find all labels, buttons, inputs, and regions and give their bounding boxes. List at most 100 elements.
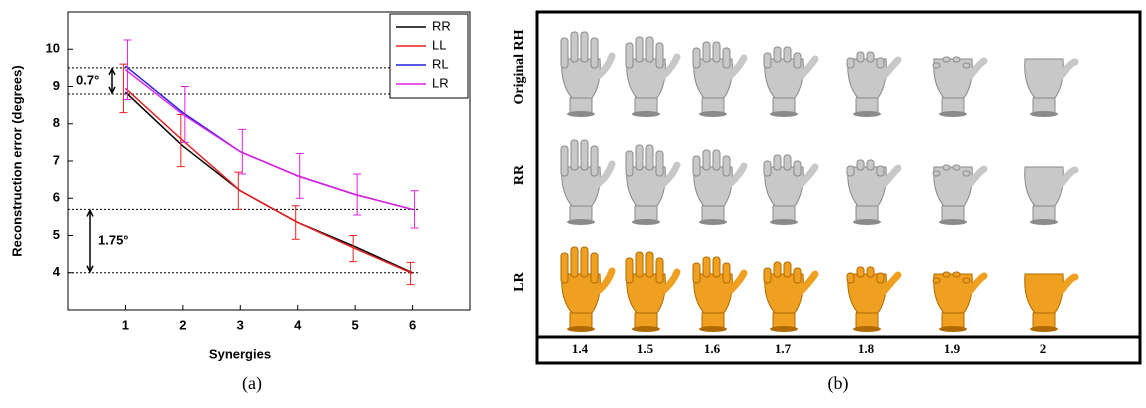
hand-base [939,111,967,117]
hand-finger [636,37,643,62]
hand-finger [713,257,720,277]
legend-label: LR [432,75,449,90]
hand-finger [723,263,730,283]
x-axis-label: Synergies [209,346,271,361]
hand-finger [571,140,578,170]
y-tick-label: 8 [53,115,60,130]
column-label: 1.6 [704,341,721,356]
hand-finger [774,262,781,277]
x-tick-label: 1 [122,317,129,332]
hand-finger [933,278,940,283]
hand-finger [561,38,568,68]
hand-image [847,267,898,332]
hand-finger [703,257,710,277]
y-tick-label: 10 [46,41,60,56]
hand-base [632,326,660,332]
hand-finger [943,165,950,170]
hand-finger [591,253,598,283]
hand-finger [933,171,940,176]
hand-image [626,252,677,332]
hand-base [567,219,595,225]
line-series [125,66,412,209]
hand-finger [626,258,633,283]
y-tick-label: 9 [53,78,60,93]
hand-base [699,326,727,332]
hand-finger [656,43,663,68]
hand-base [853,326,881,332]
hand-finger [794,53,801,68]
line-series [125,70,412,210]
hand-finger [784,155,791,170]
hand-finger [626,43,633,68]
hand-finger [847,273,854,283]
hand-finger [953,272,960,277]
hand-finger [784,262,791,277]
row-label: LR [512,271,527,291]
hand-finger [646,145,653,170]
legend-label: RL [432,56,449,71]
hand-finger [591,38,598,68]
hand-base [853,219,881,225]
line-series [125,92,412,273]
hand-base [699,111,727,117]
hand-image [693,150,744,225]
hand-finger [877,273,884,283]
hand-finger [943,272,950,277]
hand-finger [774,155,781,170]
hand-finger [693,263,700,283]
hand-finger [656,258,663,283]
hand-finger [857,160,864,170]
column-label: 1.5 [637,341,654,356]
x-tick-label: 6 [409,317,416,332]
hand-finger [571,247,578,277]
hand-finger [867,52,874,62]
hand-finger [636,252,643,277]
hand-image [693,257,744,332]
row-label: Original RH [512,29,527,104]
hand-base [567,111,595,117]
hand-finger [784,47,791,62]
hand-finger [591,146,598,176]
hand-finger [713,150,720,170]
hand-finger [561,253,568,283]
hand-base [1030,326,1058,332]
hand-finger [953,57,960,62]
hand-base [853,111,881,117]
hand-image [847,52,898,117]
hand-base [770,111,798,117]
hand-finger [764,161,771,176]
hand-finger [646,37,653,62]
column-label: 1.9 [944,341,961,356]
hand-palm [1025,59,1064,98]
hand-image [764,262,815,332]
hand-finger [693,156,700,176]
hand-finger [636,145,643,170]
hand-base [770,219,798,225]
legend-label: RR [432,18,451,33]
hand-finger [867,267,874,277]
hand-finger [867,160,874,170]
y-tick-label: 5 [53,227,60,242]
hand-base [699,219,727,225]
hand-finger [857,52,864,62]
hand-base [1030,111,1058,117]
column-label: 1.7 [775,341,792,356]
hand-finger [646,252,653,277]
annotation-label: 0.7° [76,72,99,87]
y-tick-label: 4 [53,264,61,279]
hand-finger [847,166,854,176]
hand-image [933,272,984,332]
hand-finger [963,278,970,283]
panel-label: (b) [828,373,849,394]
hand-finger [703,42,710,62]
hand-image [933,57,984,117]
x-tick-label: 2 [179,317,186,332]
hand-image [847,160,898,225]
hand-image [626,145,677,225]
hand-finger [877,58,884,68]
hand-finger [713,42,720,62]
hand-finger [794,161,801,176]
hand-finger [933,63,940,68]
hand-base [1030,219,1058,225]
panel-label: (a) [242,373,262,394]
